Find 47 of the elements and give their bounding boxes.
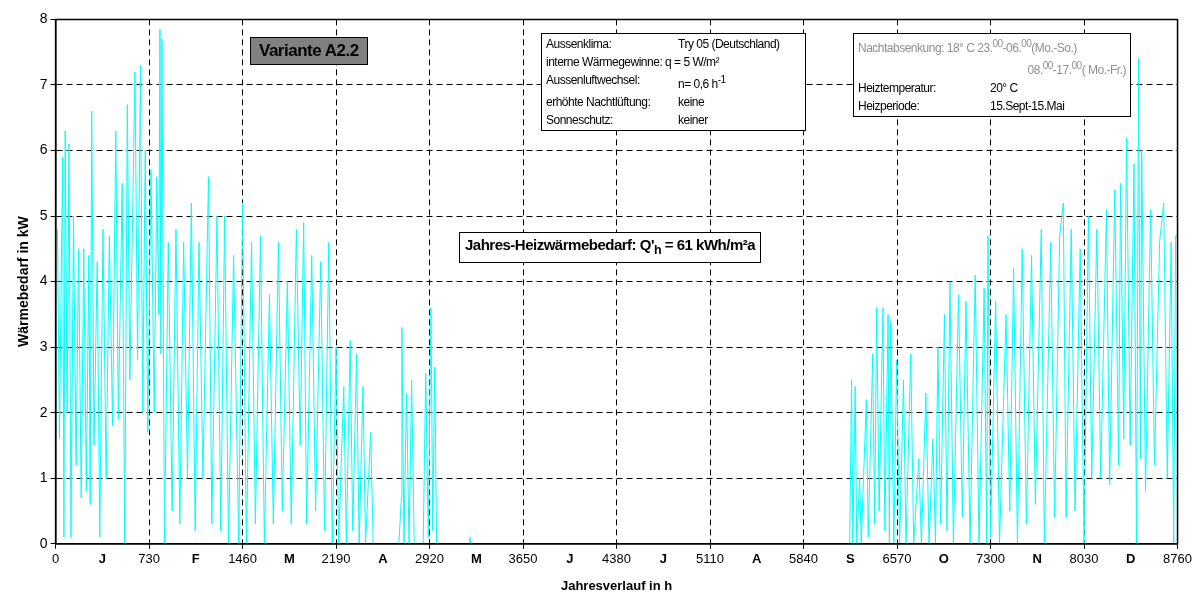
- x-tick-label: 2920: [415, 551, 445, 567]
- text: Aussenklima: Try 05 (Deutschland): [546, 37, 780, 51]
- x-tick-label: M: [283, 551, 295, 567]
- x-tick-label: 8760: [1163, 551, 1192, 567]
- y-tick-label: 5: [39, 206, 48, 223]
- x-tick-label: 8030: [1069, 551, 1099, 567]
- x-tick-label: O: [938, 551, 949, 567]
- x-tick-label: 0: [51, 551, 60, 567]
- x-tick-label: J: [98, 551, 106, 567]
- annotation: 08.$^{00}$-17.$^{00}$( Mo.-Fr.): [1026, 59, 1126, 79]
- y-axis-title: Wärmebedarf in kW: [15, 215, 32, 347]
- x-tick-label: 3650: [508, 551, 538, 567]
- y-tick-label: 3: [39, 338, 48, 355]
- x-tick-label: 730: [138, 551, 160, 567]
- x-tick-label: D: [1126, 551, 1136, 567]
- y-tick-label: 8: [39, 10, 48, 27]
- y-tick-label: 0: [39, 534, 48, 551]
- x-tick-label: N: [1032, 551, 1042, 567]
- x-tick-label: 2190: [321, 551, 351, 567]
- x-tick-label: 5110: [696, 551, 725, 567]
- text: Sonneschutz: keiner: [546, 113, 708, 127]
- annotation: Jahres-Heizwärmebedarf: Q'$_{h}$ = 61 kWh/m²a: [465, 236, 756, 259]
- x-tick-label: 5840: [789, 551, 819, 567]
- x-tick-label: M: [470, 551, 482, 567]
- text: Heiztemperatur: 20° C: [858, 81, 1018, 95]
- text: erhöhte Nachtlüftung: keine: [546, 95, 705, 109]
- x-tick-label: S: [845, 551, 855, 567]
- x-tick-label: J: [659, 551, 667, 567]
- annotation: Variante A2.2: [259, 41, 359, 60]
- annotation: Nachtabsenkung: 18° C 23.$^{00}$-06.$^{00}$(Mo.-So.): [858, 37, 1078, 57]
- x-tick-label: A: [752, 551, 763, 567]
- y-tick-label: 7: [39, 75, 48, 92]
- text: Aussenluftwechsel: n= 0,6 h$^{-1}$: [546, 73, 726, 91]
- y-tick-label: 1: [39, 469, 48, 486]
- x-tick-label: 4380: [602, 551, 632, 567]
- x-tick-label: F: [191, 551, 200, 567]
- x-tick-label: 6570: [882, 551, 912, 567]
- x-tick-label: 1460: [228, 551, 258, 567]
- x-tick-label: A: [378, 551, 389, 567]
- x-tick-label: J: [566, 551, 574, 567]
- text: Heizperiode: 15.Sept-15.Mai: [858, 99, 1065, 113]
- y-tick-label: 4: [39, 272, 48, 289]
- annotation: interne Wärmegewinne: q = 5 W/m²: [546, 54, 721, 71]
- x-axis-title: Jahresverlauf in h: [560, 577, 673, 593]
- y-tick-label: 6: [39, 141, 48, 158]
- x-tick-label: 7300: [976, 551, 1006, 567]
- y-tick-label: 2: [39, 403, 48, 420]
